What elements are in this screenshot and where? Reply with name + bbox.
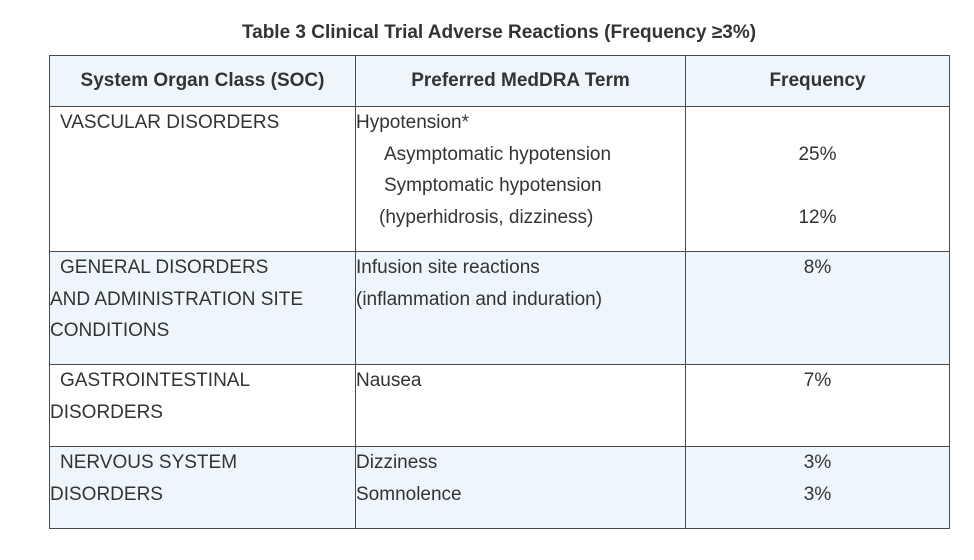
frequency-text: 25% [798, 143, 837, 165]
frequency-text: 3% [803, 452, 832, 473]
soc-cell: VASCULAR DISORDERS [49, 106, 356, 252]
soc-text: AND ADMINISTRATION SITE [50, 288, 304, 310]
term-text: Nausea [356, 370, 422, 391]
frequency-text: 3% [803, 483, 832, 505]
header-term: Preferred MedDRA Term [355, 55, 686, 107]
term-cell: Nausea [355, 364, 686, 447]
frequency-cell: 3% 3% [685, 446, 950, 529]
term-cell: Infusion site reactions (inflammation an… [355, 251, 686, 365]
table-row: GENERAL DISORDERS AND ADMINISTRATION SIT… [49, 251, 950, 365]
frequency-text: 12% [798, 206, 837, 228]
header-frequency: Frequency [685, 55, 950, 107]
term-text: (hyperhidrosis, dizziness) [379, 206, 594, 228]
soc-cell: GENERAL DISORDERS AND ADMINISTRATION SIT… [49, 251, 356, 365]
frequency-cell: 7% [685, 364, 950, 447]
term-text: Hypotension* [356, 112, 470, 133]
soc-text: NERVOUS SYSTEM [60, 452, 238, 473]
adverse-reactions-table: System Organ Class (SOC) Preferred MedDR… [49, 55, 950, 529]
table-row: NERVOUS SYSTEM DISORDERS Dizziness Somno… [49, 446, 950, 529]
frequency-cell: 8% [685, 251, 950, 365]
frequency-text [686, 107, 949, 139]
term-text: Infusion site reactions [356, 257, 540, 278]
soc-text: CONDITIONS [50, 320, 170, 341]
soc-text: GASTROINTESTINAL [60, 370, 251, 391]
term-cell: Hypotension* Asymptomatic hypotension Sy… [355, 106, 686, 252]
frequency-text [686, 170, 949, 202]
frequency-cell: 25% 12% [685, 106, 950, 252]
term-text: Dizziness [356, 452, 438, 473]
header-soc: System Organ Class (SOC) [49, 55, 356, 107]
frequency-text: 8% [803, 257, 832, 278]
table-caption: Table 3 Clinical Trial Adverse Reactions… [241, 22, 757, 43]
table-row: VASCULAR DISORDERS Hypotension* Asymptom… [49, 106, 950, 252]
soc-text: DISORDERS [50, 401, 163, 423]
table-header-row: System Organ Class (SOC) Preferred MedDR… [49, 55, 950, 107]
soc-text: DISORDERS [50, 483, 163, 505]
term-text: Symptomatic hypotension [384, 175, 602, 196]
soc-text: GENERAL DISORDERS [60, 257, 269, 278]
term-cell: Dizziness Somnolence [355, 446, 686, 529]
soc-text: VASCULAR DISORDERS [60, 112, 280, 133]
term-text: Somnolence [356, 483, 462, 505]
soc-cell: NERVOUS SYSTEM DISORDERS [49, 446, 356, 529]
soc-cell: GASTROINTESTINAL DISORDERS [49, 364, 356, 447]
term-text: (inflammation and induration) [356, 288, 603, 310]
table-row: GASTROINTESTINAL DISORDERS Nausea 7% [49, 364, 950, 447]
term-text: Asymptomatic hypotension [384, 143, 612, 165]
frequency-text: 7% [803, 370, 832, 391]
